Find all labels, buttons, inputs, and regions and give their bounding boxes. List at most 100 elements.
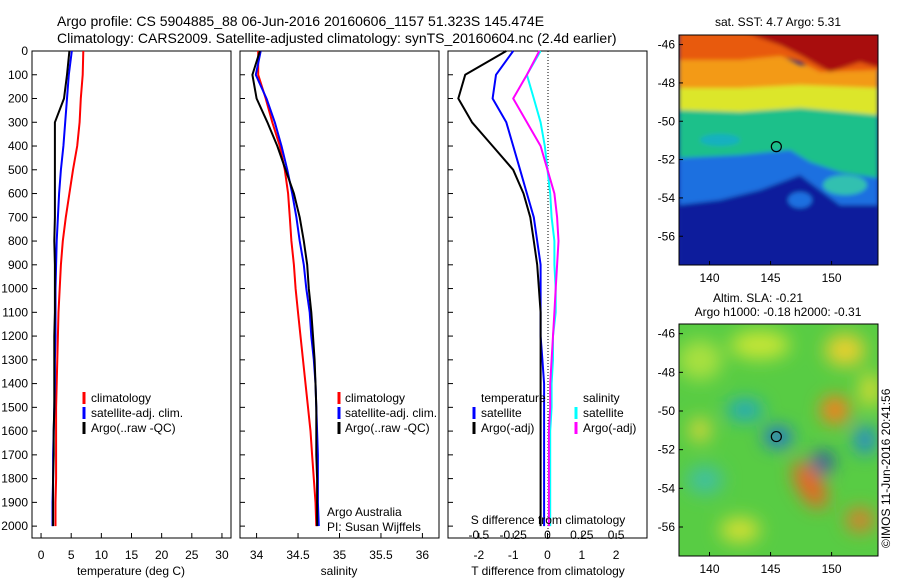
temperature-axes — [31, 50, 232, 539]
difference-legend-s-satellite: satellite — [583, 406, 624, 420]
sla-region-9 — [855, 426, 875, 454]
difference-legend: temperature satellite Argo(-adj) salinit… — [472, 391, 636, 435]
depth-tick-label: 1200 — [1, 329, 28, 343]
sst-lat-label: -46 — [658, 38, 676, 52]
s-difference-tick-label: 0.5 — [608, 528, 625, 542]
temperature-x-tick-label: 15 — [125, 548, 139, 562]
temperature-legend-satellite: satellite-adj. clim. — [91, 406, 183, 420]
sla-region-2 — [825, 334, 865, 366]
depth-tick-label: 400 — [8, 139, 28, 153]
temperature-x-tick-label: 0 — [38, 548, 45, 562]
depth-tick-label: 600 — [8, 187, 28, 201]
depth-tick-label: 300 — [8, 115, 28, 129]
sst-map-ticks: 140 145 150 -46 -48 -50 -52 -54 -56 — [658, 38, 842, 285]
temperature-x-tick-label: 20 — [155, 548, 169, 562]
sla-region-8 — [727, 400, 763, 420]
sst-region-6 — [752, 35, 878, 72]
salinity-line-argo — [251, 50, 319, 527]
institution-annotation: Argo Australia — [327, 505, 402, 519]
salinity-line-satellite — [254, 50, 320, 527]
t-difference-x-ticks: -2 -1 0 1 2 — [448, 50, 620, 562]
t-difference-x-tick-label: -2 — [474, 548, 485, 562]
temperature-x-tick-label: 5 — [68, 548, 75, 562]
sst-map-panel: sat. SST: 4.7 Argo: 5.31 140 145 150 -46 -48… — [658, 15, 879, 285]
sst-region-9 — [700, 134, 740, 146]
temperature-x-tick-label: 25 — [185, 548, 199, 562]
depth-tick-label: 100 — [8, 68, 28, 82]
sst-region-7 — [823, 175, 867, 195]
salinity-panel: 34 34.5 35 35.5 36 salinity climatology sate… — [239, 50, 440, 578]
depth-tick-label: 1600 — [1, 424, 28, 438]
temperature-x-tick-label: 30 — [215, 548, 229, 562]
depth-tick-label: 200 — [8, 92, 28, 106]
sla-map-title-line-2: Argo h1000: -0.18 h2000: -0.31 — [695, 305, 862, 319]
depth-tick-label: 1900 — [1, 495, 28, 509]
sst-map-title: sat. SST: 4.7 Argo: 5.31 — [715, 15, 841, 29]
depth-tick-label: 1000 — [1, 282, 28, 296]
sst-lon-label: 150 — [822, 271, 842, 285]
sla-map-frame — [678, 323, 879, 557]
header-line-1: Argo profile: CS 5904885_88 06-Jun-2016 … — [57, 13, 544, 29]
s-difference-tick-label: 0.25 — [570, 528, 594, 542]
depth-ticks: 0 100 200 300 400 500 600 700 800 900 1000 1100 1200… — [1, 44, 37, 533]
sla-lat-label: -50 — [658, 404, 676, 418]
salinity-x-tick-label: 34 — [250, 548, 264, 562]
sst-region-3 — [679, 80, 878, 115]
sla-region-13 — [860, 372, 878, 408]
sst-region-4 — [679, 55, 878, 88]
salinity-x-tick-label: 36 — [416, 548, 430, 562]
pi-annotation: PI: Susan Wijffels — [327, 520, 421, 534]
difference-legend-t-argo: Argo(-adj) — [481, 421, 534, 435]
temperature-line-climatology — [54, 50, 85, 527]
salinity-x-tick-label: 35.5 — [369, 548, 393, 562]
sst-region-8 — [788, 192, 812, 208]
sst-lat-label: -56 — [658, 229, 676, 243]
sla-region-7 — [764, 427, 792, 447]
sla-lat-label: -54 — [658, 481, 676, 495]
salinity-x-tick-label: 34.5 — [286, 548, 310, 562]
depth-tick-label: 700 — [8, 210, 28, 224]
s-difference-tick-label: 0 — [544, 528, 551, 542]
sst-lat-label: -54 — [658, 191, 676, 205]
t-difference-x-tick-label: 2 — [613, 548, 620, 562]
sla-argo-location-marker — [770, 430, 782, 443]
s-difference-x-ticks: -0.5 -0.25 0 0.25 0.5 — [469, 528, 625, 542]
sla-region-3 — [821, 396, 849, 424]
difference-legend-title-temperature: temperature — [481, 391, 546, 405]
depth-tick-label: 0 — [21, 44, 28, 58]
sla-lat-label: -52 — [658, 443, 676, 457]
salinity-x-ticks: 34 34.5 35 35.5 36 — [240, 50, 430, 562]
s-difference-line-argo — [512, 50, 560, 527]
salinity-lines — [251, 50, 320, 527]
temperature-x-tick-label: 10 — [95, 548, 109, 562]
salinity-legend-satellite: satellite-adj. clim. — [345, 406, 437, 420]
depth-tick-label: 500 — [8, 163, 28, 177]
difference-panel: -2 -1 0 1 2 -0.5 -0.25 0 0.25 0.5 S difference f… — [447, 50, 648, 578]
depth-tick-label: 1800 — [1, 472, 28, 486]
sst-lon-label: 140 — [700, 271, 720, 285]
t-difference-xlabel: T difference from climatology — [471, 564, 625, 578]
difference-lines — [457, 50, 560, 527]
depth-tick-label: 1400 — [1, 377, 28, 391]
temperature-panel: 0100200300400500600700800900100011001200… — [1, 44, 232, 578]
sst-field — [679, 35, 878, 265]
s-difference-label: S difference from climatology — [471, 513, 626, 527]
temperature-legend: climatology satellite-adj. clim. Argo(..… — [82, 391, 183, 435]
temperature-legend-argo: Argo(..raw -QC) — [91, 421, 176, 435]
depth-tick-label: 1100 — [2, 305, 28, 319]
sla-region-12 — [690, 418, 710, 442]
sla-map-ticks: 140 145 150 -46 -48 -50 -52 -54 -56 — [658, 327, 842, 576]
imos-credit: ©IMOS 11-Jun-2016 20:41:56 — [879, 388, 893, 548]
sla-lat-label: -46 — [658, 327, 676, 341]
sst-lat-label: -52 — [658, 153, 676, 167]
sst-argo-location-marker — [770, 141, 782, 153]
salinity-legend-climatology: climatology — [345, 391, 405, 405]
sla-region-11 — [720, 518, 760, 542]
temperature-x-ticks: 0 5 10 15 20 25 30 — [38, 533, 229, 562]
sla-lat-label: -48 — [658, 365, 676, 379]
sst-lon-label: 145 — [761, 271, 781, 285]
temperature-xlabel: temperature (deg C) — [77, 564, 185, 578]
s-difference-tick-label: -0.25 — [500, 528, 528, 542]
sla-region-5 — [846, 508, 874, 532]
